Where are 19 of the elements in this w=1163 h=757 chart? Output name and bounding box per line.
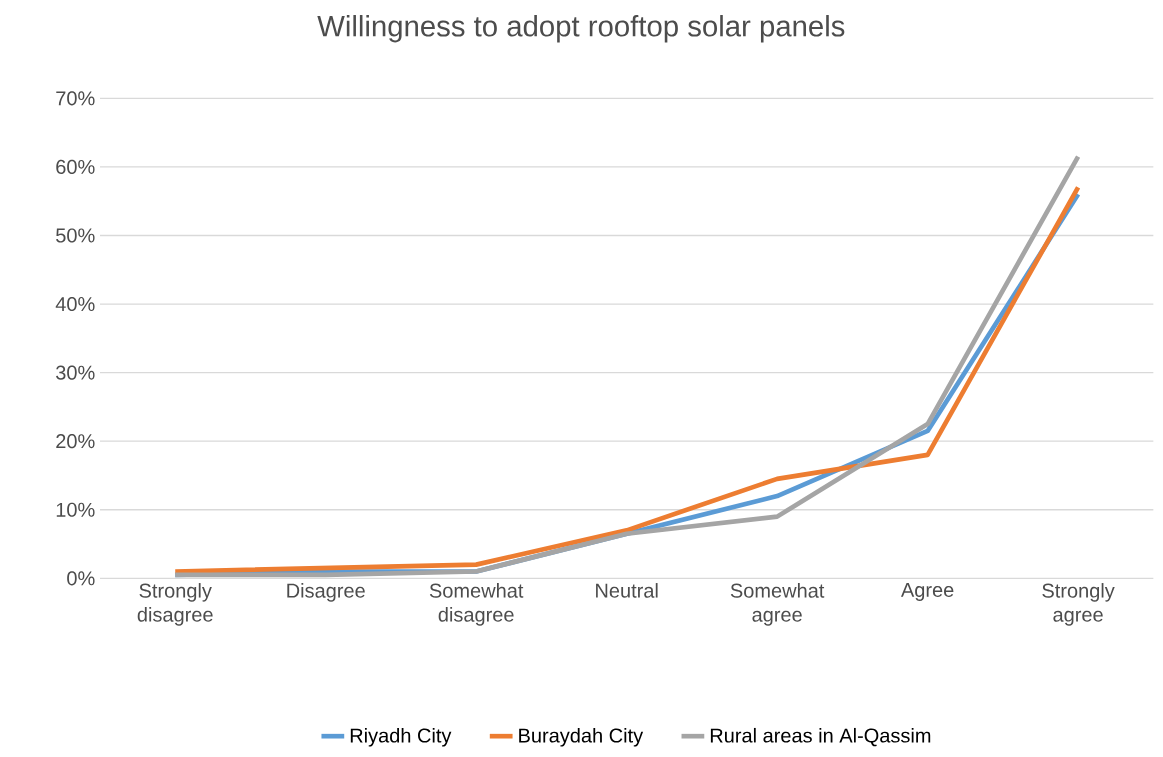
- x-tick-label: Strongly disagree: [137, 583, 213, 626]
- legend-label: Rural areas in Al-Qassim: [710, 727, 931, 747]
- y-tick-label: 50%: [56, 228, 95, 243]
- x-tick-label: Strongly agree: [1042, 583, 1115, 626]
- y-tick-label: 20%: [56, 434, 95, 449]
- x-tick-label: Neutral: [596, 583, 658, 598]
- legend-label: Buraydah City: [519, 727, 644, 747]
- legend-label: Riyadh City: [350, 727, 452, 747]
- x-tick-label: Somewhat agree: [730, 583, 825, 626]
- x-tick-label: Disagree: [287, 583, 365, 602]
- y-tick-label: 40%: [55, 296, 95, 312]
- y-tick-label: 70%: [56, 91, 95, 106]
- x-tick-label: Somewhat disagree: [429, 583, 524, 626]
- x-tick-label: Agree: [900, 583, 954, 601]
- y-tick-label: 30%: [56, 365, 95, 380]
- y-tick-label: 0%: [67, 571, 95, 586]
- chart-title: Willingness to adopt rooftop solar panels: [317, 15, 845, 43]
- y-tick-label: 60%: [56, 159, 95, 174]
- y-tick-label: 10%: [56, 502, 95, 517]
